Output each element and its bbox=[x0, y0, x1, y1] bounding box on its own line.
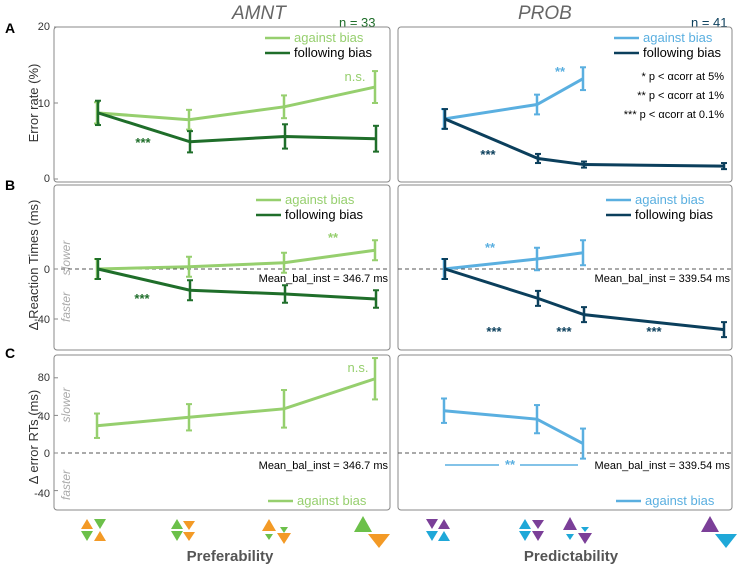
panel-frame-c-amnt bbox=[53, 354, 391, 511]
prob-condition-icon-4 bbox=[701, 516, 737, 548]
legend-text-b-amnt-following: following bias bbox=[285, 207, 364, 222]
prob-condition-icon-3 bbox=[563, 517, 592, 544]
legend-text-c-prob-against: against bias bbox=[645, 493, 715, 508]
panel-frame-a-prob bbox=[397, 26, 733, 183]
series-line-b-amnt-following-bias bbox=[97, 267, 377, 301]
plots-layer: ***n.s.*************** *** ***n.s.** bbox=[53, 26, 733, 511]
sig-marker-a-amnt-ns: n.s. bbox=[345, 69, 366, 84]
n-amnt: n = 33 bbox=[339, 15, 376, 30]
sig-marker-a-amnt-following: *** bbox=[135, 135, 151, 150]
ytick-c-40: 40 bbox=[38, 411, 50, 423]
series-line-b-prob-following-bias bbox=[444, 267, 725, 332]
sig-note-01: *** p < αcorr at 0.1% bbox=[624, 109, 724, 121]
series-line-a-prob-against-bias bbox=[443, 77, 584, 121]
ytick-a-0: 0 bbox=[44, 173, 50, 185]
amnt-condition-icon-1 bbox=[81, 519, 106, 541]
title-prob: PROB bbox=[518, 3, 572, 24]
prob-condition-icon-1 bbox=[426, 519, 450, 541]
ylabel-a: Error rate (%) bbox=[26, 64, 41, 143]
panel-frame-b-amnt bbox=[53, 184, 391, 351]
sig-note-1: ** p < αcorr at 1% bbox=[637, 90, 724, 102]
xlabel-amnt: Preferability bbox=[187, 548, 274, 565]
panel-frame-c-prob bbox=[397, 354, 733, 511]
mean-label-c-prob: Mean_bal_inst = 339.54 ms bbox=[595, 460, 731, 472]
legend-text-c-amnt-against: against bias bbox=[297, 493, 367, 508]
title-amnt: AMNT bbox=[231, 3, 287, 24]
slower-label-c: slower bbox=[59, 387, 73, 423]
series-line-c-prob-against-bias bbox=[443, 409, 584, 445]
prob-condition-icon-2 bbox=[519, 519, 544, 541]
ytick-a-10: 10 bbox=[38, 98, 50, 110]
ylabel-b: Δ Reaction Times (ms) bbox=[26, 200, 41, 331]
amnt-condition-icon-3 bbox=[262, 519, 291, 544]
panel-letter-a: A bbox=[5, 20, 15, 36]
ytick-c-80: 80 bbox=[38, 372, 50, 384]
panel-frame-a-amnt bbox=[53, 26, 391, 183]
mean-label-c-amnt: Mean_bal_inst = 346.7 ms bbox=[259, 460, 389, 472]
sig-marker-a-prob-against: ** bbox=[555, 64, 566, 79]
ytick-b-m40: -40 bbox=[34, 314, 50, 326]
ytick-b-0: 0 bbox=[44, 264, 50, 276]
sig-marker-c-prob-bracket: ** bbox=[505, 457, 516, 472]
sig-marker-c-amnt-ns: n.s. bbox=[348, 360, 369, 375]
mean-label-b-amnt: Mean_bal_inst = 346.7 ms bbox=[259, 273, 389, 285]
xlabel-prob: Predictability bbox=[524, 548, 619, 565]
sig-note-5: * p < αcorr at 5% bbox=[642, 71, 725, 83]
sig-marker-b-prob-following-2: *** bbox=[486, 324, 502, 339]
legend-text-b-prob-against: against bias bbox=[635, 192, 705, 207]
amnt-condition-icon-4 bbox=[354, 516, 390, 548]
panel-letter-b: B bbox=[5, 177, 15, 193]
mean-label-b-prob: Mean_bal_inst = 339.54 ms bbox=[595, 273, 731, 285]
slower-label-b: slower bbox=[59, 240, 73, 276]
n-prob: n = 41 bbox=[691, 15, 728, 30]
sig-marker-b-amnt-against: ** bbox=[328, 230, 339, 245]
legend-text-b-amnt-against: against bias bbox=[285, 192, 355, 207]
series-line-b-prob-against-bias bbox=[443, 251, 584, 271]
series-line-a-amnt-against-bias bbox=[96, 85, 376, 122]
series-line-c-amnt-against-bias bbox=[96, 377, 376, 428]
ytick-c-0: 0 bbox=[44, 448, 50, 460]
series-line-a-amnt-following-bias bbox=[97, 111, 377, 144]
legend-text-b-prob-following: following bias bbox=[635, 207, 714, 222]
sig-marker-b-prob-following-4: *** bbox=[646, 324, 662, 339]
legend-text-a-prob-against: against bias bbox=[643, 30, 713, 45]
faster-label-c: faster bbox=[59, 469, 73, 500]
ylabel-c: Δ error RTs (ms) bbox=[26, 390, 41, 484]
sig-marker-b-prob-following-3: *** bbox=[556, 324, 572, 339]
sig-marker-b-amnt-following: *** bbox=[134, 291, 150, 306]
legend-text-a-prob-following: following bias bbox=[643, 45, 722, 60]
series-line-b-amnt-against-bias bbox=[96, 248, 376, 271]
amnt-condition-icon-2 bbox=[171, 519, 195, 541]
panel-frame-b-prob bbox=[397, 184, 733, 351]
series-line-a-prob-following-bias bbox=[444, 117, 725, 168]
panel-letter-c: C bbox=[5, 345, 15, 361]
legend-text-a-amnt-against: against bias bbox=[294, 30, 364, 45]
legend-text-a-amnt-following: following bias bbox=[294, 45, 373, 60]
ytick-c-m40: -40 bbox=[34, 488, 50, 500]
sig-marker-b-prob-against: ** bbox=[485, 240, 496, 255]
ytick-a-20: 20 bbox=[38, 21, 50, 33]
faster-label-b: faster bbox=[59, 291, 73, 322]
sig-marker-a-prob-following: *** bbox=[480, 147, 496, 162]
